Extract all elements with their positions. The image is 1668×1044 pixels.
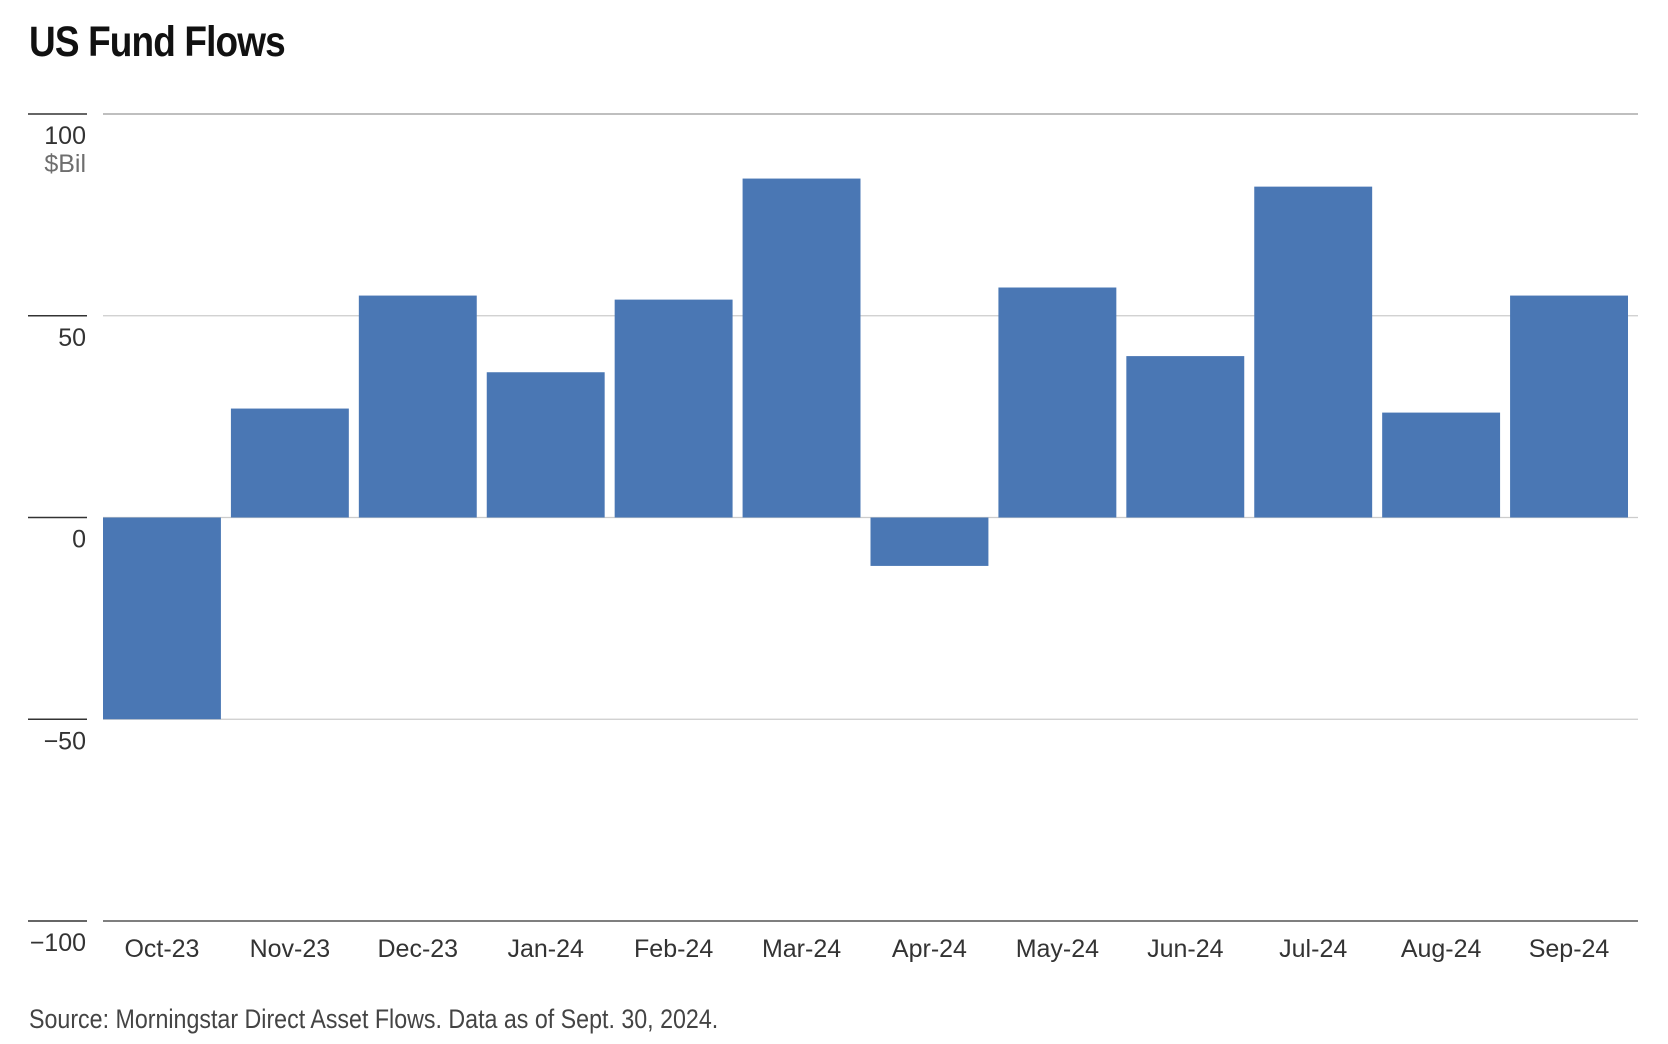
x-tick-label: Jul-24 [1279,935,1347,963]
x-tick-label: Jan-24 [507,935,584,963]
x-tick-label: Sep-24 [1529,935,1610,963]
y-tick-label: 50 [58,324,86,352]
tick-labels: 100 50 0 −50 −100 $Bil Oct-23 Nov-23 Dec-23 Jan-2… [30,122,1610,963]
x-tick-label: Apr-24 [892,935,967,963]
bar-mar-24 [742,178,861,518]
x-tick-label: Oct-23 [124,935,199,963]
bar-dec-23 [358,295,477,518]
y-tick-label: −50 [44,727,86,755]
axes [28,113,1638,922]
x-tick-label: May-24 [1016,935,1099,963]
bar-may-24 [998,287,1117,518]
x-tick-label: Mar-24 [762,935,841,963]
bar-nov-23 [230,408,349,518]
y-tick-label: 0 [72,526,86,554]
x-tick-label: Feb-24 [634,935,713,963]
bar-jun-24 [1126,356,1245,518]
x-tick-label: Dec-23 [377,935,458,963]
bar-feb-24 [614,299,733,518]
x-tick-label: Aug-24 [1401,935,1482,963]
bar-jul-24 [1254,186,1373,518]
bar-aug-24 [1382,412,1501,518]
y-axis-unit-label: $Bil [44,150,86,178]
bar-sep-24 [1510,295,1628,518]
bar-oct-23 [103,517,221,720]
bar-jan-24 [486,372,605,518]
bar-apr-24 [870,517,989,566]
source-note: Source: Morningstar Direct Asset Flows. … [29,1004,719,1034]
y-tick-label: −100 [30,929,86,957]
chart-title: US Fund Flows [29,18,286,66]
x-tick-label: Jun-24 [1147,935,1224,963]
x-tick-label: Nov-23 [250,935,331,963]
bars [103,178,1628,720]
y-tick-label: 100 [44,122,86,150]
